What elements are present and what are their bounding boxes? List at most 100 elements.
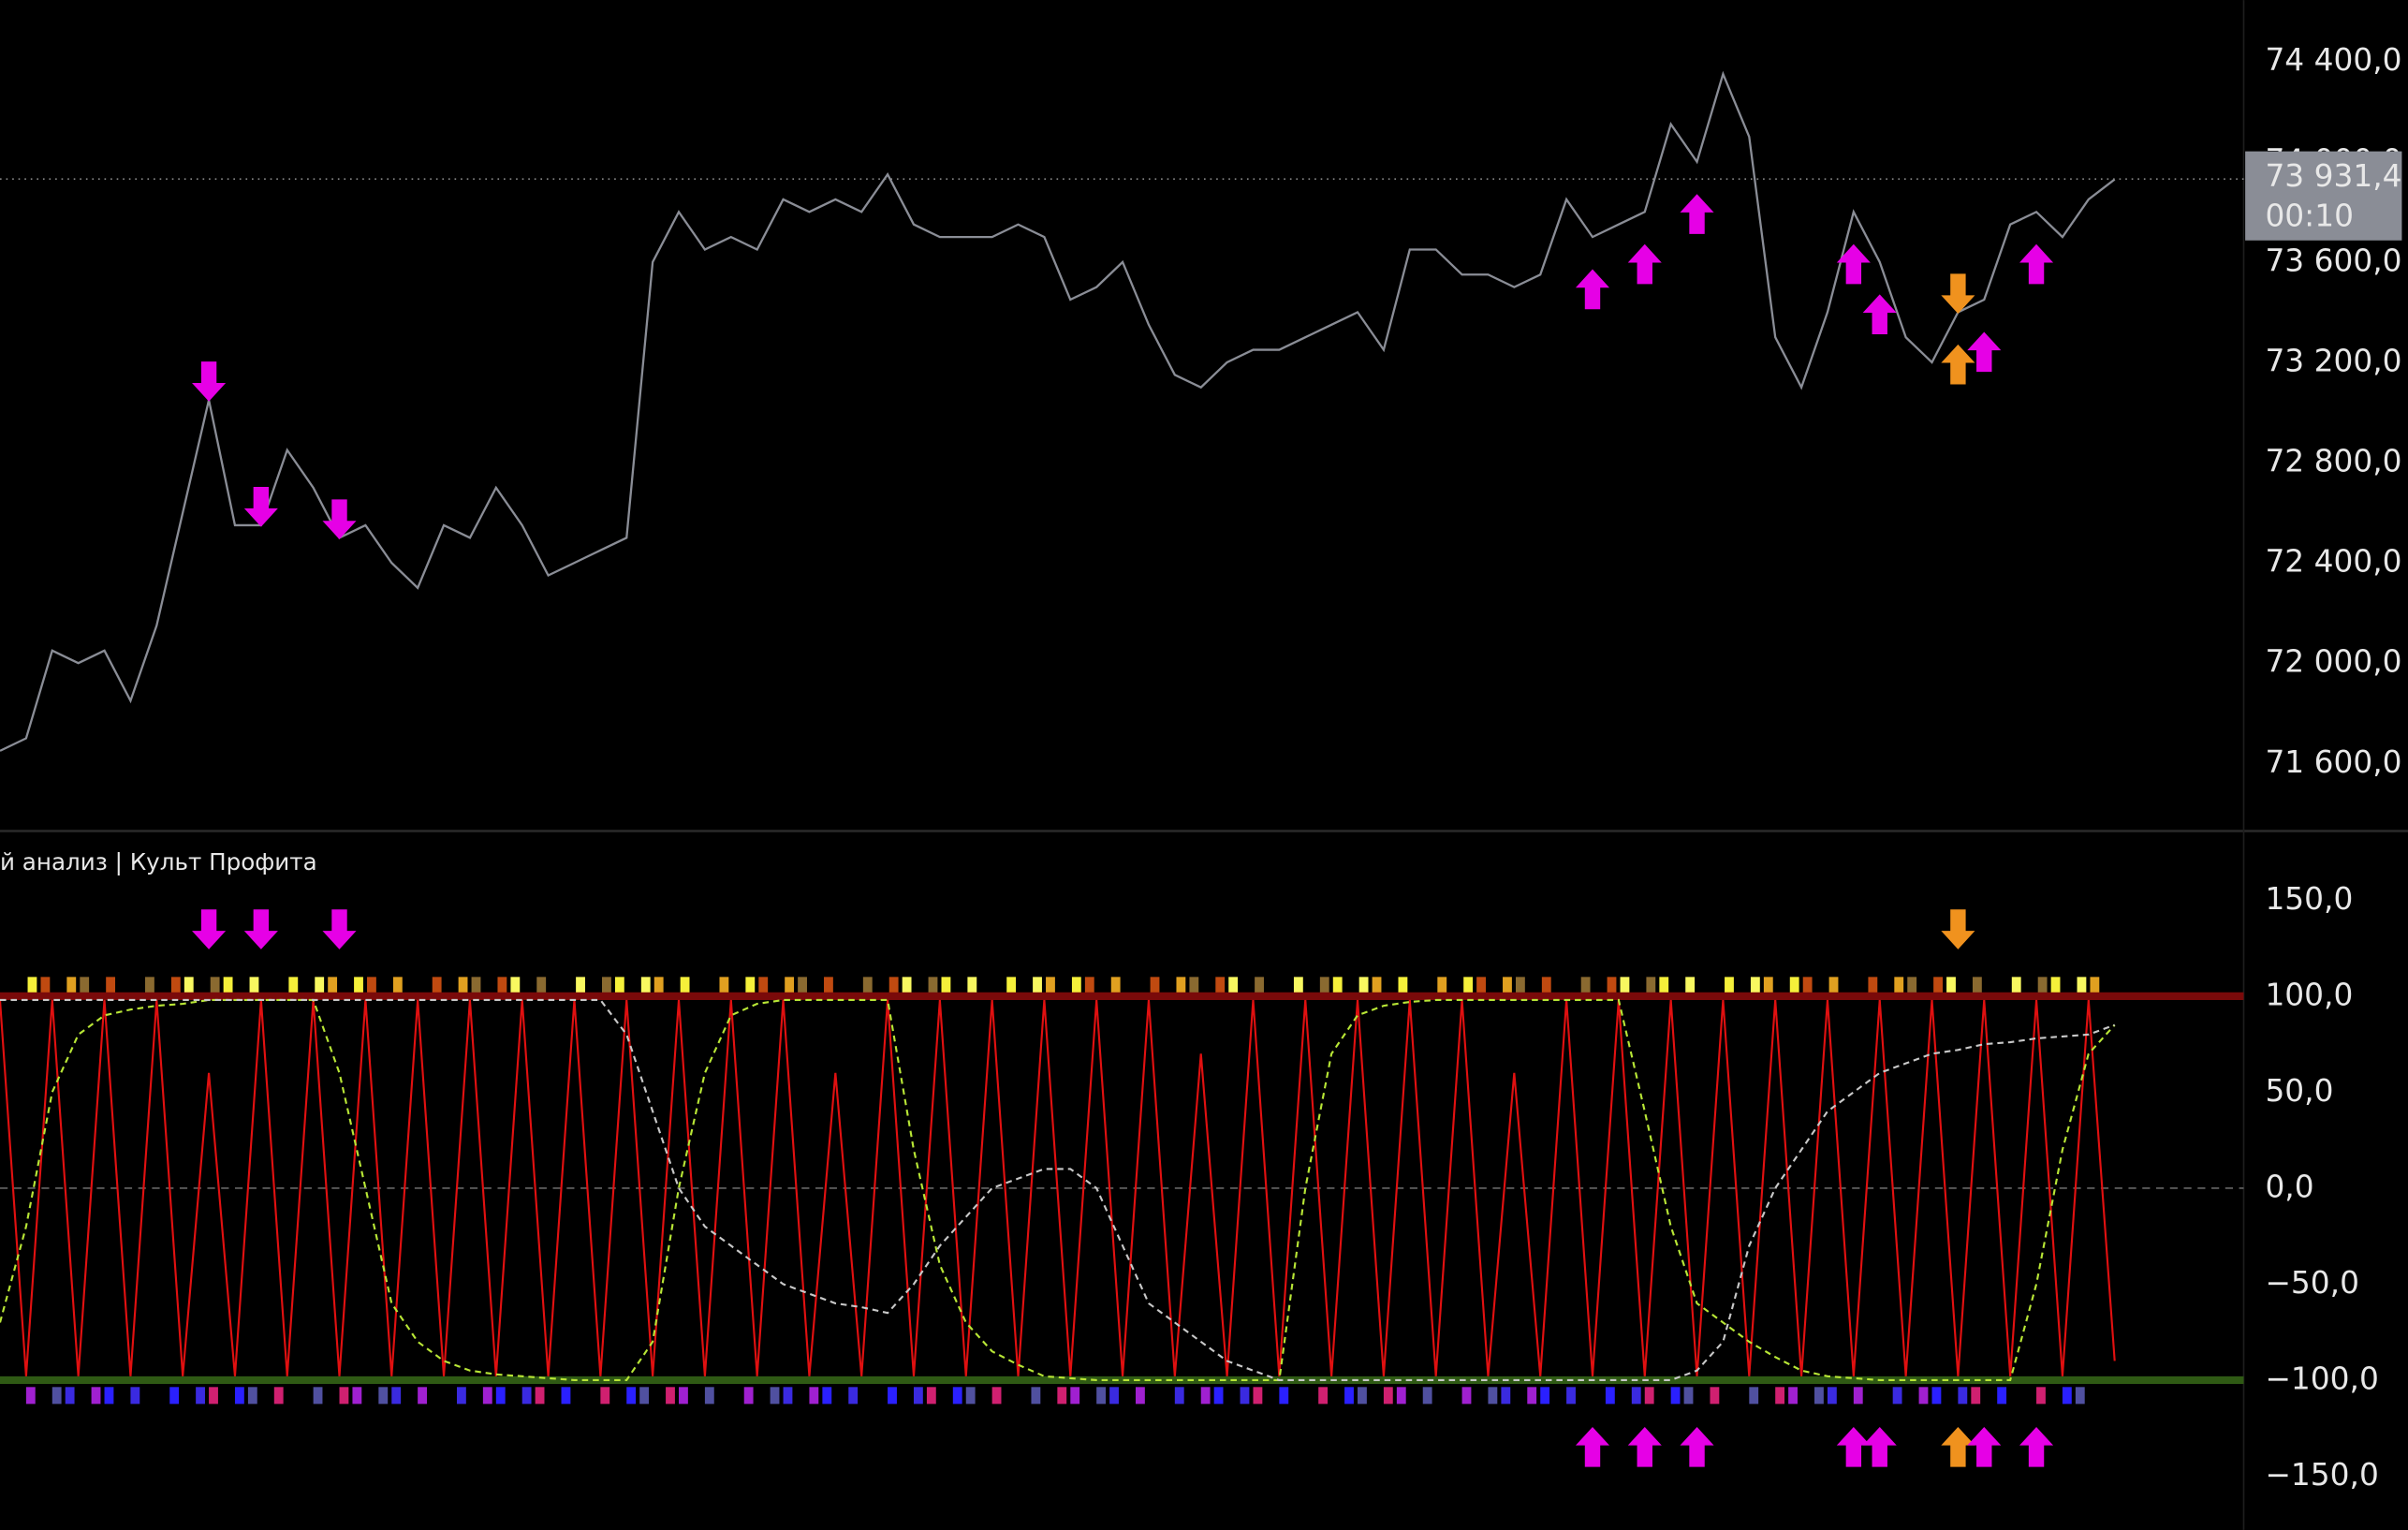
strip-cell	[1931, 1387, 1942, 1405]
strip-cell	[249, 977, 259, 994]
strip-cell	[80, 977, 90, 994]
strip-cell	[1476, 977, 1486, 994]
strip-cell	[40, 977, 51, 994]
strip-cell	[902, 977, 912, 994]
series-line	[0, 999, 2116, 1376]
signal-arrow	[192, 909, 227, 949]
y-tick-label: 100,0	[2265, 977, 2353, 1012]
strip-cell	[1788, 1387, 1798, 1405]
strip-cell	[288, 977, 299, 994]
strip-cell	[1997, 1387, 2007, 1405]
strip-cell	[952, 1387, 962, 1405]
strip-cell	[497, 977, 507, 994]
strip-cell	[234, 1387, 244, 1405]
strip-cell	[822, 1387, 832, 1405]
strip-cell	[1057, 1387, 1067, 1405]
strip-cell	[1580, 977, 1591, 994]
strip-cell	[1918, 1387, 1929, 1405]
strip-cell	[1437, 977, 1447, 994]
strip-cell	[65, 1387, 75, 1405]
signal-arrow	[1627, 1426, 1662, 1467]
strip-cell	[1631, 1387, 1641, 1405]
strip-cell	[1189, 977, 1199, 994]
strip-cell	[1109, 1387, 1119, 1405]
strip-cell	[536, 977, 547, 994]
strip-cell	[1646, 977, 1656, 994]
strip-cell	[913, 1387, 923, 1405]
strip-cell	[1046, 977, 1055, 994]
strip-cell	[1540, 1387, 1550, 1405]
strip-cell	[1972, 977, 1982, 994]
strip-cell	[510, 977, 521, 994]
y-tick-label: −50,0	[2265, 1265, 2359, 1301]
strip-cell	[1527, 1387, 1537, 1405]
strip-cell	[458, 977, 468, 994]
signal-arrow	[1680, 1426, 1714, 1467]
y-tick-label: 72 800,0	[2265, 444, 2401, 479]
strip-cell	[313, 1387, 323, 1405]
strip-cell	[1853, 1387, 1863, 1405]
strip-cell	[1749, 1387, 1759, 1405]
strip-cell	[339, 1387, 349, 1405]
strip-cell	[1396, 1387, 1406, 1405]
strip-cell	[743, 1387, 754, 1405]
signal-arrow	[243, 909, 278, 949]
series-line	[0, 70, 2116, 752]
strip-cell	[367, 977, 376, 994]
strip-cell	[1907, 977, 1917, 994]
countdown-label: 00:10	[2265, 199, 2354, 234]
signal-arrow	[322, 909, 357, 949]
strip-cell	[666, 1387, 675, 1405]
strip-cell	[1422, 1387, 1432, 1405]
strip-cell	[1775, 1387, 1785, 1405]
strip-cell	[941, 977, 951, 994]
strip-cell	[1279, 1387, 1289, 1405]
strip-cell	[2077, 977, 2087, 994]
strip-cell	[2050, 977, 2061, 994]
strip-cell	[967, 977, 977, 994]
strip-cell	[640, 977, 651, 994]
strip-cell	[1215, 977, 1226, 994]
strip-cell	[354, 977, 363, 994]
strip-cell	[1501, 1387, 1511, 1405]
strip-cell	[169, 1387, 180, 1405]
strip-cell	[602, 977, 611, 994]
y-tick-label: 72 400,0	[2265, 544, 2401, 580]
strip-cell	[1892, 1387, 1902, 1405]
y-tick-label: −150,0	[2265, 1457, 2378, 1493]
strip-cell	[535, 1387, 545, 1405]
strip-cell	[991, 1387, 1002, 1405]
strip-cell	[1006, 977, 1017, 994]
strip-cell	[758, 977, 769, 994]
strip-cell	[521, 1387, 532, 1405]
indicator-title: й анализ | Культ Профита	[0, 848, 317, 875]
signal-arrow	[1836, 1426, 1871, 1467]
strip-cell	[824, 977, 833, 994]
strip-cell	[210, 977, 220, 994]
strip-cell	[2090, 977, 2100, 994]
strip-cell	[1255, 977, 1264, 994]
y-tick-label: −100,0	[2265, 1361, 2378, 1396]
strip-cell	[1827, 1387, 1837, 1405]
strip-cell	[145, 977, 154, 994]
strip-cell	[639, 1387, 650, 1405]
strip-cell	[1031, 1387, 1041, 1405]
strip-cell	[1958, 1387, 1968, 1405]
strip-cell	[25, 1387, 36, 1405]
strip-cell	[1463, 977, 1474, 994]
strip-cell	[1933, 977, 1943, 994]
strip-cell	[1200, 1387, 1211, 1405]
strip-cell	[798, 977, 807, 994]
strip-cell	[1372, 977, 1382, 994]
strip-cell	[1503, 977, 1512, 994]
strip-cell	[1033, 977, 1042, 994]
signal-arrow	[1967, 1426, 2002, 1467]
strip-cell	[653, 977, 664, 994]
strip-cell	[719, 977, 729, 994]
strip-cell	[785, 977, 795, 994]
y-tick-label: 73 200,0	[2265, 343, 2401, 378]
signal-arrow	[1941, 273, 1975, 315]
strip-cell	[1383, 1387, 1393, 1405]
strip-cell	[1071, 977, 1081, 994]
